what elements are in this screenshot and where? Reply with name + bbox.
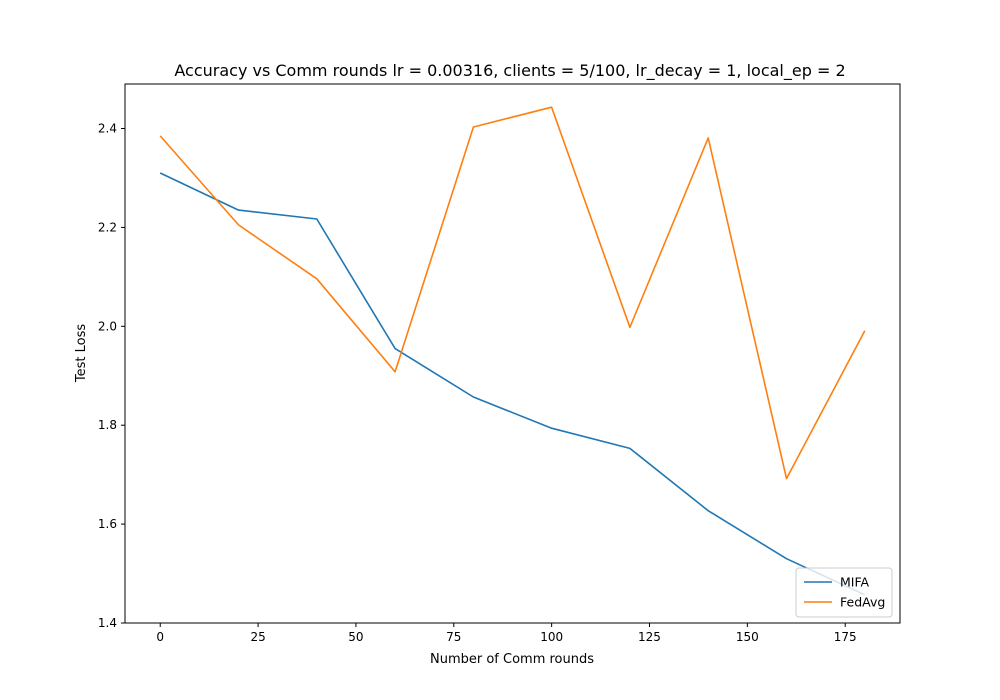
series-line-fedavg: [159, 106, 866, 480]
x-tick-label: 125: [638, 630, 661, 644]
x-tick-label: 0: [156, 630, 164, 644]
y-tick-label: 2.2: [98, 220, 117, 234]
x-tick-label: 75: [446, 630, 461, 644]
legend-label-mifa: MIFA: [840, 575, 870, 590]
x-axis-ticks: 0 25 50 75 100 125 150 175: [156, 623, 857, 644]
x-axis-label: Number of Comm rounds: [430, 652, 594, 667]
y-tick-label: 1.6: [98, 517, 117, 531]
y-axis-ticks: 1.4 1.6 1.8 2.0 2.2 2.4: [98, 122, 125, 630]
x-tick-label: 150: [736, 630, 759, 644]
y-tick-label: 1.8: [98, 418, 117, 432]
series-line-mifa: [159, 172, 866, 596]
y-tick-label: 1.4: [98, 616, 117, 630]
legend: MIFA FedAvg: [795, 567, 893, 618]
x-tick-label: 50: [348, 630, 363, 644]
y-axis-label: Test Loss: [74, 324, 89, 383]
x-tick-label: 25: [250, 630, 265, 644]
x-tick-label: 100: [540, 630, 563, 644]
x-tick-label: 175: [834, 630, 857, 644]
legend-box: [795, 567, 893, 618]
y-tick-label: 2.4: [98, 122, 117, 136]
plot-frame: [124, 83, 901, 624]
chart-title: Accuracy vs Comm rounds lr = 0.00316, cl…: [174, 61, 845, 81]
legend-label-fedavg: FedAvg: [840, 595, 885, 610]
y-tick-label: 2.0: [98, 319, 117, 333]
plot-lines: [159, 106, 866, 596]
